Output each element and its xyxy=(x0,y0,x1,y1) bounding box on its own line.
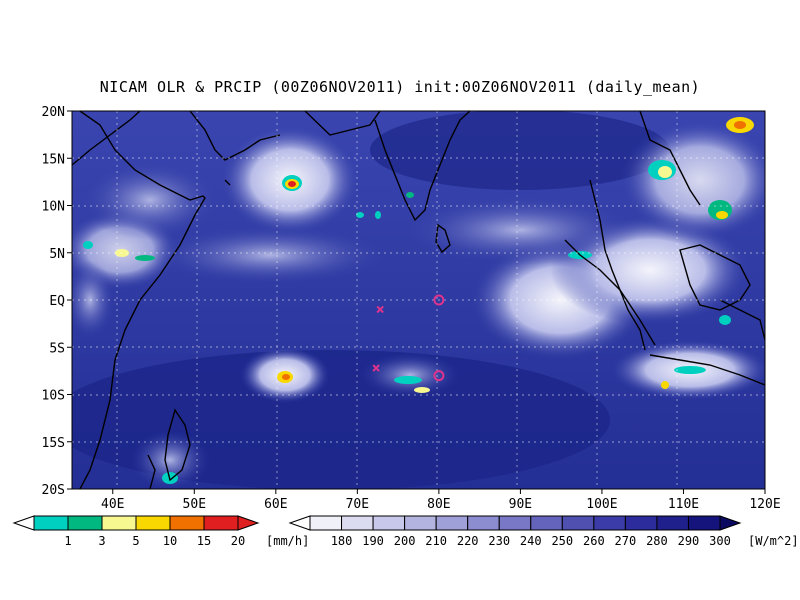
colorbar-label: 1 xyxy=(64,534,71,548)
colorbar-label: 5 xyxy=(132,534,139,548)
colorbar-label: 250 xyxy=(551,534,573,548)
colorbar-swatch xyxy=(624,515,658,531)
x-tick-label: 60E xyxy=(264,497,287,512)
colorbar-label: 260 xyxy=(583,534,605,548)
colorbar-swatch xyxy=(341,515,374,531)
olr-colorbar: 180 190 200 210 220 230 240 250 260 270 280 290 300 [… xyxy=(288,515,799,548)
x-tick-label: 80E xyxy=(427,497,450,512)
colorbar-swatch xyxy=(593,515,626,531)
colorbar-swatch xyxy=(67,515,103,531)
x-tick-label: 70E xyxy=(346,497,369,512)
colorbar-swatch xyxy=(498,515,532,531)
colorbar-unit: [mm/h] xyxy=(266,534,309,548)
station-x-marker xyxy=(372,364,380,372)
colorbar-label: 280 xyxy=(646,534,668,548)
colorbar-label: 200 xyxy=(394,534,416,548)
y-tick-label: 10N xyxy=(42,200,65,215)
coastlines xyxy=(72,111,765,489)
colorbar-label: 290 xyxy=(678,534,700,548)
colorbar-unit: [W/m^2] xyxy=(748,534,799,548)
x-tick-label: 50E xyxy=(183,497,206,512)
figure-title: NICAM OLR & PRCIP (00Z06NOV2011) init:00… xyxy=(99,78,701,96)
y-tick-label: 5S xyxy=(49,341,65,356)
colorbar-label: 190 xyxy=(362,534,384,548)
colorbar-label: 270 xyxy=(615,534,637,548)
colorbar-label: 20 xyxy=(231,534,245,548)
colorbar-over-arrow xyxy=(719,515,742,531)
colorbar-label: 230 xyxy=(488,534,510,548)
olr-field xyxy=(72,111,765,489)
y-tick-label: 20N xyxy=(42,105,65,120)
station-circle-marker xyxy=(433,370,445,382)
colorbar-label: 300 xyxy=(709,534,731,548)
x-tick-label: 110E xyxy=(668,497,699,512)
station-x-marker xyxy=(376,305,384,314)
colorbar-swatch xyxy=(33,515,69,531)
y-tick-label: 15S xyxy=(42,436,65,451)
colorbar-label: 10 xyxy=(163,534,177,548)
colorbar-swatch xyxy=(135,515,171,531)
colorbar-swatch xyxy=(656,515,689,531)
y-tick-label: 10S xyxy=(42,389,65,404)
colorbar-swatch xyxy=(101,515,137,531)
colorbar-over-arrow xyxy=(237,515,260,531)
y-axis: 20N 15N 10N 5N EQ 5S 10S 15S 20S xyxy=(42,105,72,498)
x-tick-label: 90E xyxy=(509,497,532,512)
x-tick-label: 40E xyxy=(101,497,124,512)
colorbar-swatch xyxy=(203,515,239,531)
colorbar-swatch xyxy=(309,515,343,531)
colorbar-label: 220 xyxy=(457,534,479,548)
x-tick-label: 120E xyxy=(749,497,780,512)
colorbar-label: 3 xyxy=(98,534,105,548)
colorbar-under-arrow xyxy=(12,515,35,531)
colorbar-label: 210 xyxy=(425,534,447,548)
colorbar-swatch xyxy=(372,515,406,531)
colorbar-swatch xyxy=(687,515,721,531)
precip-colorbar: 1 3 5 10 15 20 [mm/h] xyxy=(12,515,309,548)
precip-cells xyxy=(83,117,754,484)
x-axis: 40E 50E 60E 70E 80E 90E 100E 110E 120E xyxy=(101,489,781,512)
y-tick-label: 20S xyxy=(42,483,65,498)
colorbar-swatch xyxy=(530,515,563,531)
y-tick-label: 5N xyxy=(49,247,65,262)
y-tick-label: EQ xyxy=(49,294,65,309)
colorbar-swatch xyxy=(169,515,205,531)
graticule xyxy=(72,111,765,489)
colorbar-swatch xyxy=(404,515,437,531)
colorbar-swatch xyxy=(467,515,500,531)
colorbar-swatch xyxy=(435,515,469,531)
colorbar-under-arrow xyxy=(288,515,311,531)
colorbar-label: 240 xyxy=(520,534,542,548)
station-circle-marker xyxy=(433,294,445,306)
colorbar-swatch xyxy=(561,515,595,531)
markers xyxy=(372,294,445,382)
colorbar-label: 15 xyxy=(197,534,211,548)
x-tick-label: 100E xyxy=(586,497,617,512)
colorbar-label: 180 xyxy=(331,534,353,548)
y-tick-label: 15N xyxy=(42,152,65,167)
